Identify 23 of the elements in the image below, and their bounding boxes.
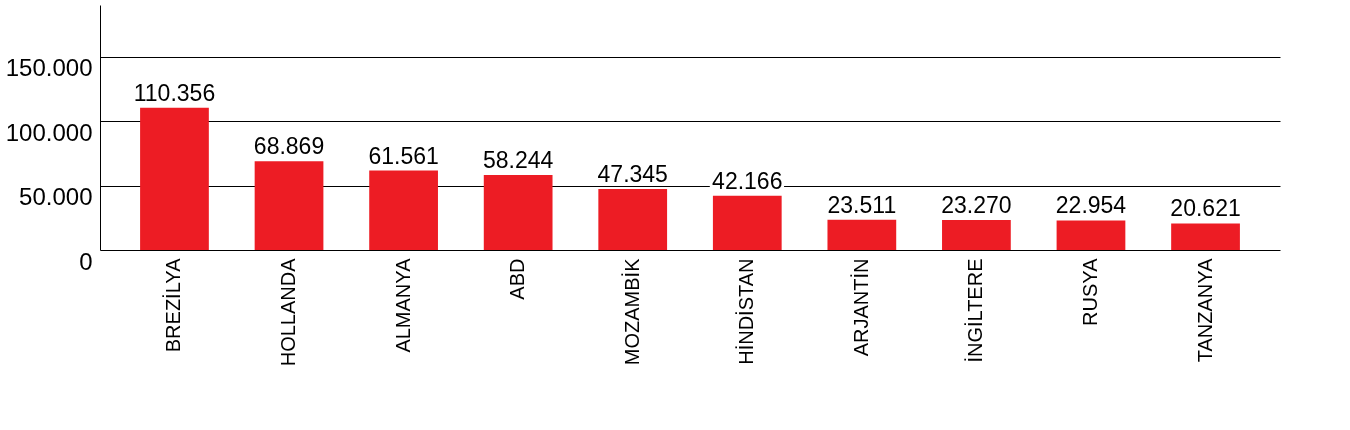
x-tick-label: İNGİLTERE xyxy=(964,258,987,363)
data-label: 23.511 xyxy=(827,191,897,218)
y-tick-label: 0 xyxy=(79,247,93,275)
data-label: 68.869 xyxy=(253,133,325,160)
y-tick-label: 50.000 xyxy=(19,183,93,211)
y-tick-label: 150.000 xyxy=(5,54,93,82)
x-tick-label: ABD xyxy=(506,258,529,300)
x-tick-label: ARJANTİN xyxy=(849,258,872,357)
x-tick-label: HİNDİSTAN xyxy=(735,258,758,365)
y-tick-label: 100.000 xyxy=(5,118,93,146)
data-label: 58.244 xyxy=(482,146,554,173)
x-tick-label: TANZANYA xyxy=(1193,257,1216,363)
data-label: 20.621 xyxy=(1170,195,1241,222)
x-tick-label: ALMANYA xyxy=(391,257,414,353)
x-tick-label: MOZAMBİK xyxy=(620,257,643,366)
data-label: 47.345 xyxy=(597,160,668,187)
x-tick-label: RUSYA xyxy=(1078,257,1101,326)
data-label: 23.270 xyxy=(941,191,1012,218)
data-label: 110.356 xyxy=(133,79,216,106)
x-tick-label: BREZİLYA xyxy=(162,257,185,353)
data-label: 61.561 xyxy=(368,142,439,169)
x-tick-label: HOLLANDA xyxy=(277,257,300,367)
data-label: 22.954 xyxy=(1055,192,1127,219)
